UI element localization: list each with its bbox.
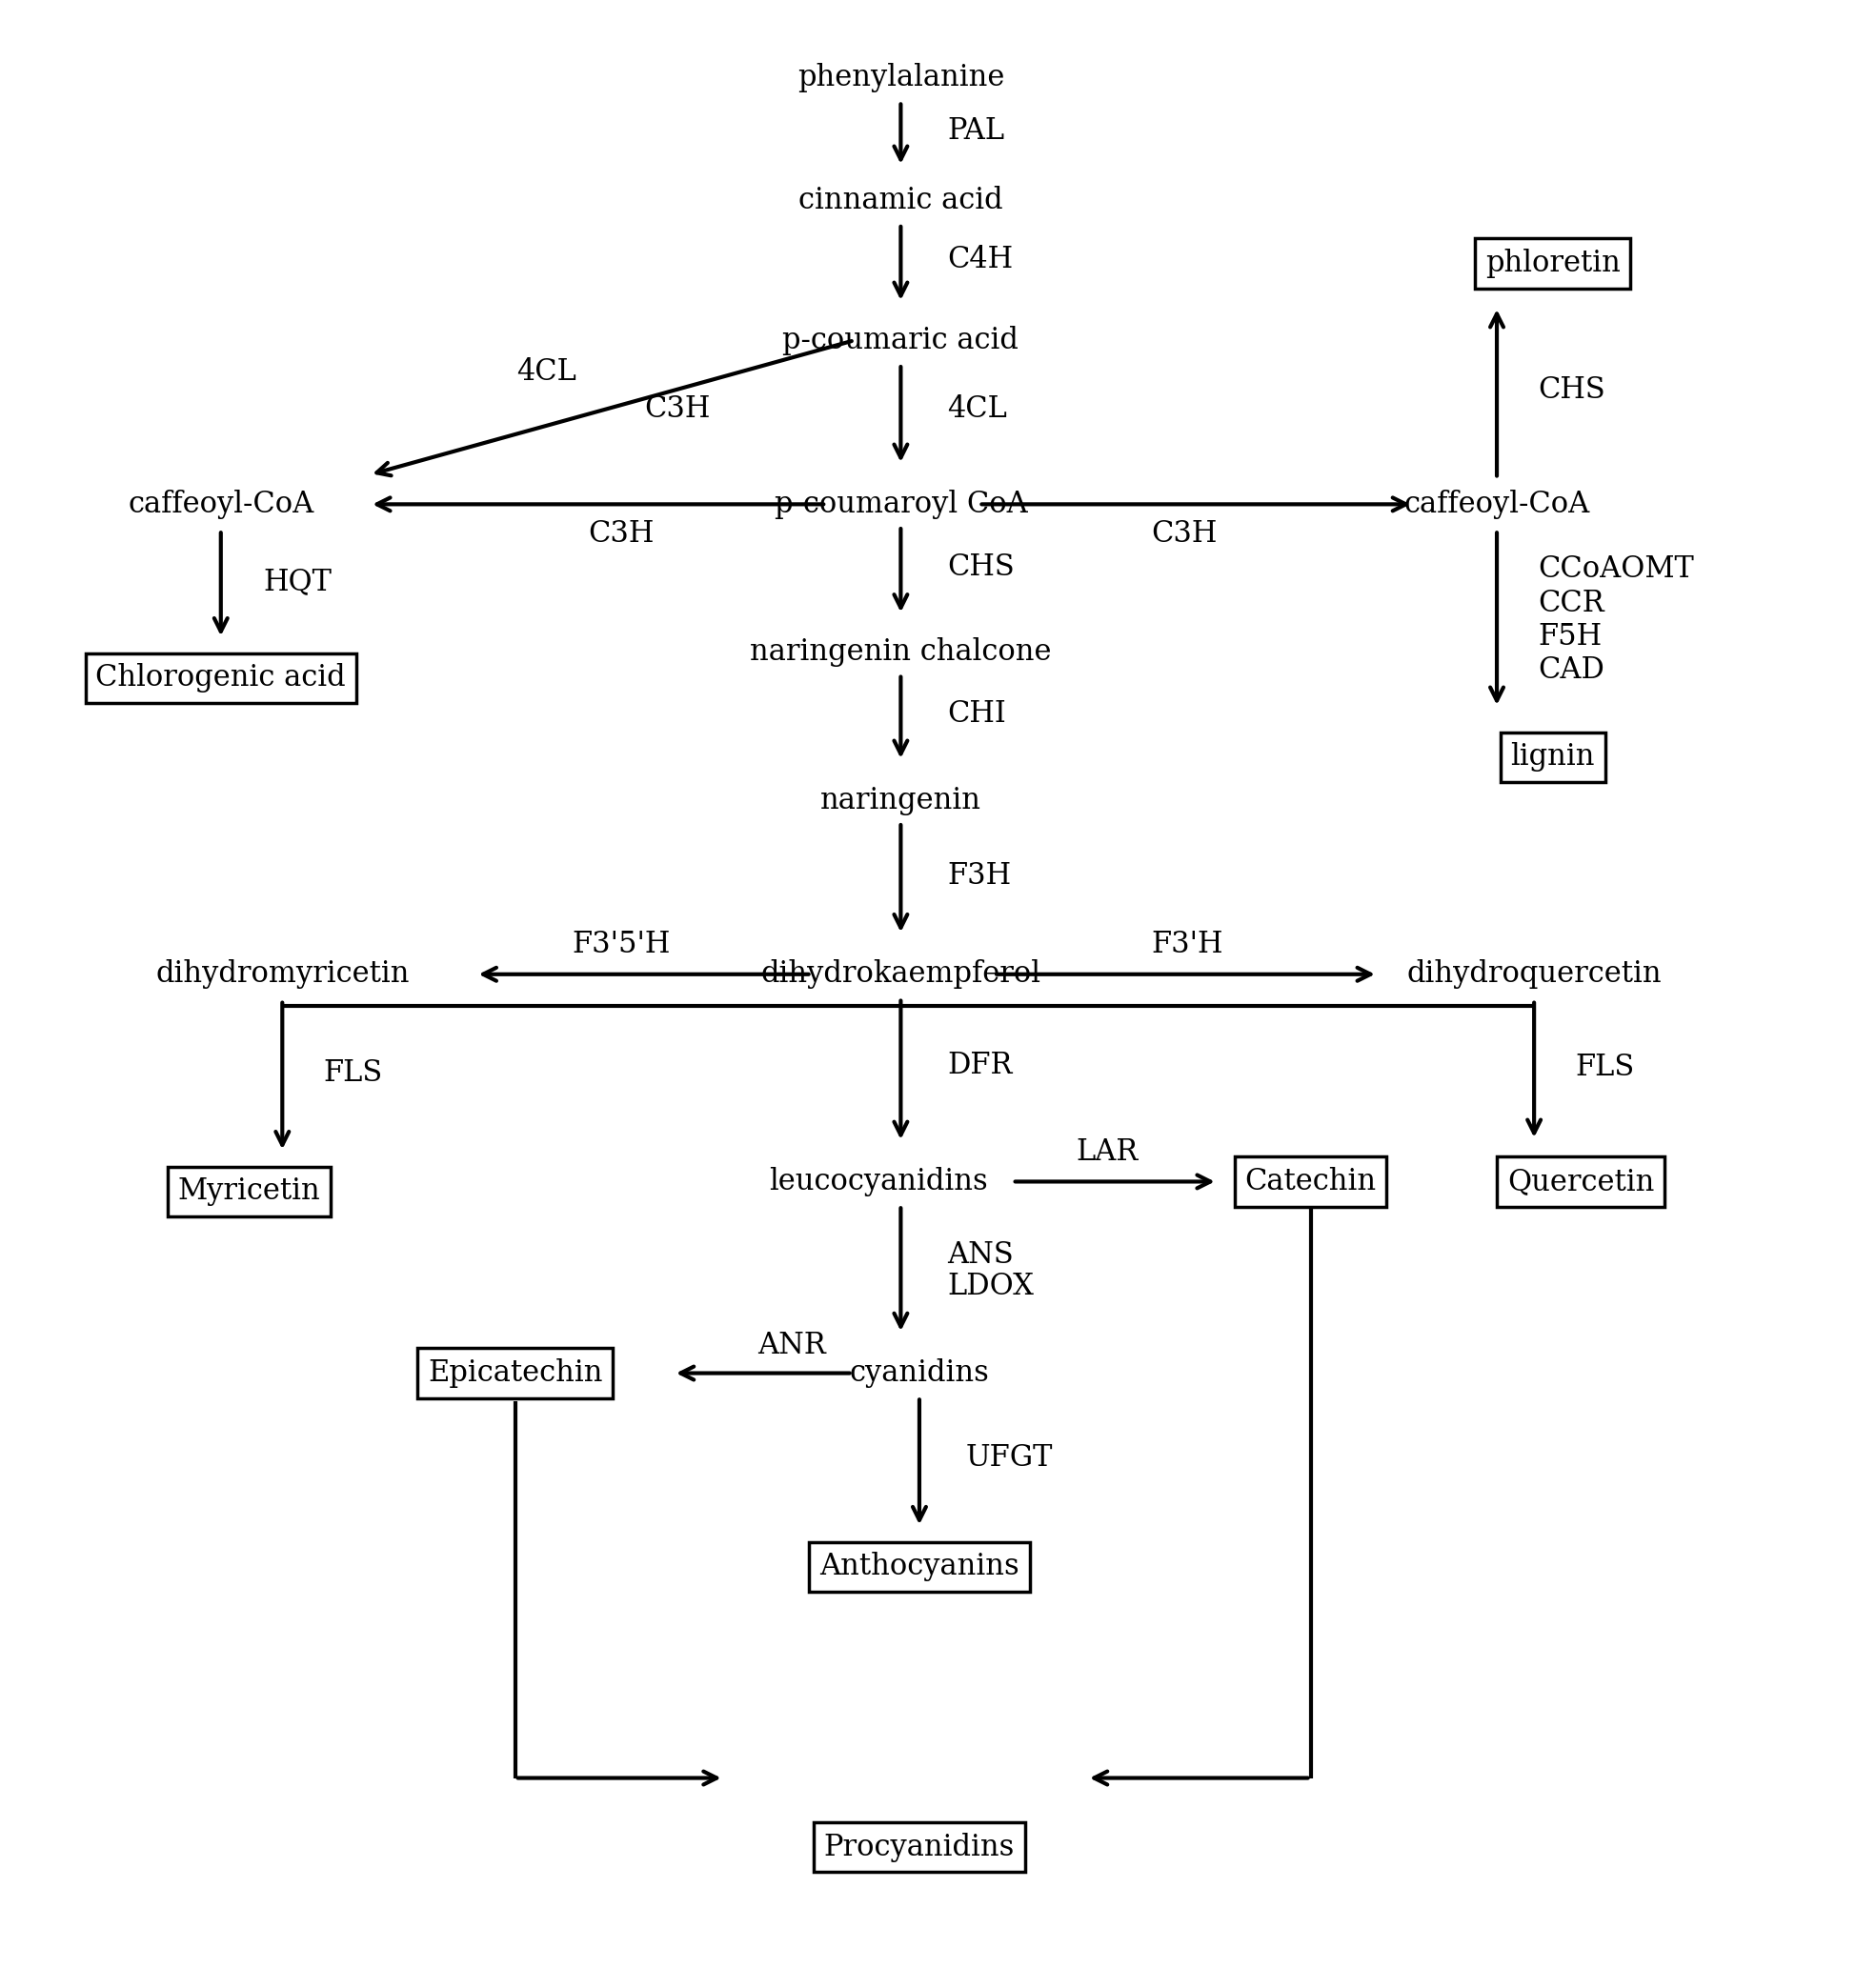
Text: dihydromyricetin: dihydromyricetin <box>156 960 409 988</box>
Text: LDOX: LDOX <box>947 1272 1034 1300</box>
Text: caffeoyl-CoA: caffeoyl-CoA <box>1403 489 1589 519</box>
Text: cyanidins: cyanidins <box>850 1358 989 1388</box>
Text: F3H: F3H <box>947 861 1011 891</box>
Text: CCoAOMT: CCoAOMT <box>1538 555 1694 584</box>
Text: leucocyanidins: leucocyanidins <box>769 1167 989 1197</box>
Text: naringenin: naringenin <box>820 785 981 815</box>
Text: CHI: CHI <box>947 700 1006 728</box>
Text: Chlorogenic acid: Chlorogenic acid <box>96 664 345 692</box>
Text: 4CL: 4CL <box>947 396 1007 423</box>
Text: CHS: CHS <box>1538 376 1606 404</box>
Text: C4H: C4H <box>947 245 1013 274</box>
Text: DFR: DFR <box>947 1050 1013 1079</box>
Text: ANR: ANR <box>758 1330 825 1360</box>
Text: LAR: LAR <box>1077 1137 1139 1167</box>
Text: Epicatechin: Epicatechin <box>428 1358 602 1388</box>
Text: C3H: C3H <box>1150 519 1218 549</box>
Text: ANS: ANS <box>947 1241 1013 1270</box>
Text: 4CL: 4CL <box>518 358 576 388</box>
Text: CHS: CHS <box>947 553 1015 582</box>
Text: Myricetin: Myricetin <box>178 1177 321 1207</box>
Text: lignin: lignin <box>1510 742 1595 771</box>
Text: Catechin: Catechin <box>1246 1167 1377 1197</box>
Text: naringenin chalcone: naringenin chalcone <box>750 638 1052 668</box>
Text: p-coumaric acid: p-coumaric acid <box>782 326 1019 356</box>
Text: CCR: CCR <box>1538 588 1604 618</box>
Text: PAL: PAL <box>947 115 1006 145</box>
Text: UFGT: UFGT <box>966 1443 1052 1473</box>
Text: Anthocyanins: Anthocyanins <box>820 1553 1019 1580</box>
Text: F3'5'H: F3'5'H <box>572 930 670 960</box>
Text: phloretin: phloretin <box>1486 248 1621 278</box>
Text: dihydrokaempferol: dihydrokaempferol <box>760 960 1041 988</box>
Text: Procyanidins: Procyanidins <box>824 1833 1015 1863</box>
Text: p-coumaroyl CoA: p-coumaroyl CoA <box>775 489 1028 519</box>
Text: dihydroquercetin: dihydroquercetin <box>1407 960 1662 988</box>
Text: cinnamic acid: cinnamic acid <box>799 185 1004 215</box>
Text: phenylalanine: phenylalanine <box>797 64 1004 93</box>
Text: HQT: HQT <box>265 567 332 596</box>
Text: caffeoyl-CoA: caffeoyl-CoA <box>128 489 313 519</box>
Text: Quercetin: Quercetin <box>1506 1167 1655 1197</box>
Text: C3H: C3H <box>589 519 655 549</box>
Text: CAD: CAD <box>1538 656 1604 686</box>
Text: FLS: FLS <box>323 1058 383 1087</box>
Text: F3'H: F3'H <box>1152 930 1223 960</box>
Text: F5H: F5H <box>1538 622 1602 652</box>
Text: FLS: FLS <box>1576 1052 1634 1081</box>
Text: C3H: C3H <box>643 396 711 423</box>
